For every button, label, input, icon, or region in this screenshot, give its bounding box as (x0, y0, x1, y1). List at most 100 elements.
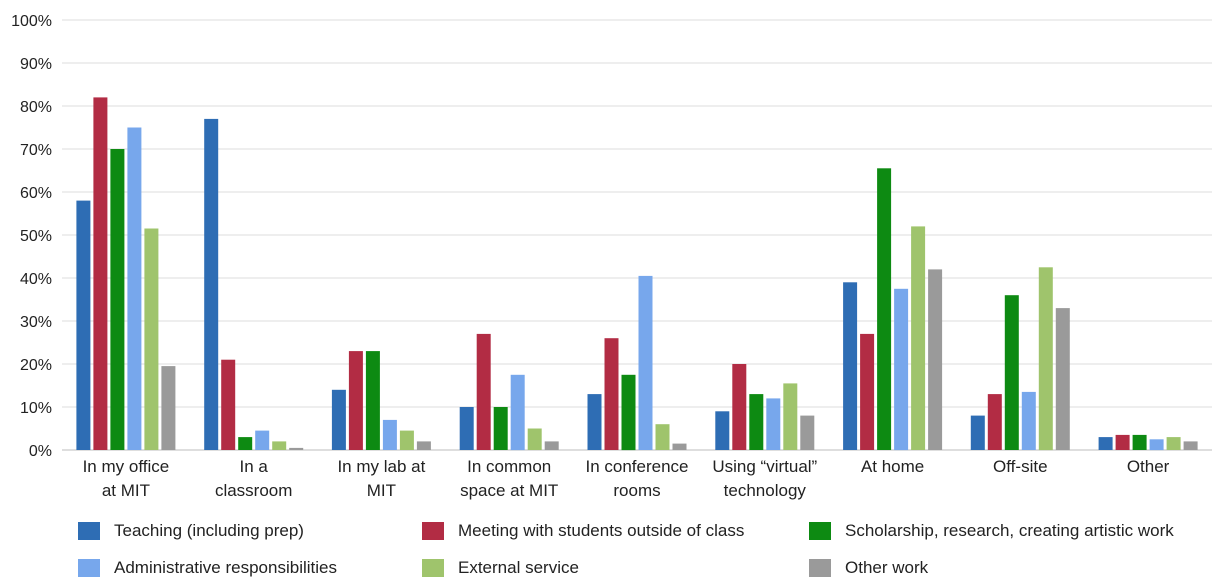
bar (348, 351, 363, 450)
legend-item-teaching: Teaching (including prep) (78, 520, 304, 542)
bar (911, 226, 926, 450)
bar (144, 228, 159, 450)
x-tick-label-line: rooms (613, 481, 660, 500)
y-tick-label: 70% (20, 142, 52, 159)
bar (399, 430, 414, 450)
bar (510, 374, 525, 451)
y-tick-label: 80% (20, 99, 52, 116)
x-tick-label-line: In my office (83, 457, 170, 476)
x-tick-label: At home (861, 457, 924, 476)
x-tick-label: In conference rooms (585, 457, 688, 500)
legend-label-external-service: External service (458, 558, 579, 577)
bar (544, 441, 559, 450)
x-tick-label-line: Using “virtual” (712, 457, 817, 476)
y-tick-label: 30% (20, 314, 52, 331)
bar (604, 338, 619, 450)
legend-swatch-teaching (78, 522, 100, 540)
bar (331, 389, 346, 450)
bar (476, 333, 491, 450)
bar (289, 447, 304, 450)
bar (76, 200, 91, 450)
bar (459, 407, 474, 450)
bar (110, 149, 125, 450)
bar (272, 441, 287, 450)
bar (93, 97, 108, 451)
bar-chart: 0% 10% 20% 30% 40% 50% 60% 70% 80% 90% 100% In my … (11, 13, 1212, 500)
x-tick-label-line: technology (724, 481, 807, 500)
bar (204, 118, 219, 451)
legend-swatch-external-service (422, 559, 444, 577)
gridlines (62, 19, 1212, 451)
y-tick-label: 10% (20, 400, 52, 417)
bar (416, 441, 431, 450)
x-tick-label-line: space at MIT (460, 481, 558, 500)
y-axis-tick-labels: 0% 10% 20% 30% 40% 50% 60% 70% 80% 90% 100% (11, 13, 52, 460)
bar (860, 333, 875, 450)
legend-swatch-scholarship (809, 522, 831, 540)
bar (655, 424, 670, 450)
x-tick-label: Off-site (993, 457, 1047, 476)
y-tick-label: 20% (20, 357, 52, 374)
bar (1183, 441, 1198, 450)
bars (76, 97, 1198, 451)
x-tick-label-line: Other (1127, 457, 1170, 476)
bar (732, 364, 747, 450)
bar (766, 398, 781, 450)
legend-swatch-meeting-students (422, 522, 444, 540)
bar (127, 127, 142, 450)
bar (621, 374, 636, 451)
y-tick-label: 100% (11, 13, 52, 30)
x-tick-label-line: MIT (367, 481, 396, 500)
bar (843, 282, 858, 450)
legend-label-other-work: Other work (845, 558, 929, 577)
x-tick-label: In my office at MIT (83, 457, 170, 500)
y-tick-label: 60% (20, 185, 52, 202)
legend-item-scholarship: Scholarship, research, creating artistic… (809, 520, 1174, 542)
bar (365, 351, 380, 450)
bar (1166, 437, 1181, 450)
x-tick-label: Using “virtual” technology (712, 457, 817, 500)
x-tick-label: In common space at MIT (460, 457, 558, 500)
legend-label-meeting-students: Meeting with students outside of class (458, 521, 745, 540)
x-tick-label-line: At home (861, 457, 924, 476)
bar (1149, 439, 1164, 451)
x-tick-label: Other (1127, 457, 1170, 476)
legend-label-scholarship: Scholarship, research, creating artistic… (845, 521, 1174, 540)
legend-item-administrative: Administrative responsibilities (78, 557, 337, 579)
legend-item-meeting-students: Meeting with students outside of class (422, 520, 744, 542)
legend-item-other-work: Other work (809, 557, 928, 579)
bar (928, 269, 943, 450)
bar (493, 407, 508, 450)
bar (894, 288, 909, 451)
x-tick-label-line: In a (240, 457, 269, 476)
legend-item-external-service: External service (422, 557, 579, 579)
legend-swatch-other-work (809, 559, 831, 577)
x-tick-label-line: In my lab at (337, 457, 425, 476)
bar (987, 394, 1002, 450)
x-tick-label-line: at MIT (102, 481, 150, 500)
legend-swatch-administrative (78, 559, 100, 577)
x-tick-label-line: classroom (215, 481, 292, 500)
bar (221, 359, 236, 450)
bar (1115, 434, 1130, 450)
bar (527, 428, 542, 450)
x-tick-label-line: In conference (585, 457, 688, 476)
y-tick-label: 0% (29, 443, 52, 460)
y-tick-label: 40% (20, 271, 52, 288)
bar (587, 394, 602, 450)
bar (715, 411, 730, 450)
bar (1055, 308, 1070, 450)
bar (255, 430, 270, 450)
bar (238, 437, 253, 450)
bar (1021, 391, 1036, 450)
bar (1038, 267, 1053, 451)
bar (1098, 437, 1113, 450)
bar (749, 394, 764, 450)
y-tick-label: 50% (20, 228, 52, 245)
bar (672, 443, 687, 450)
x-tick-label-line: In common (467, 457, 551, 476)
bar (970, 415, 985, 450)
x-tick-label: In my lab at MIT (337, 457, 425, 500)
x-tick-label: In a classroom (215, 457, 292, 500)
bar (161, 366, 176, 450)
